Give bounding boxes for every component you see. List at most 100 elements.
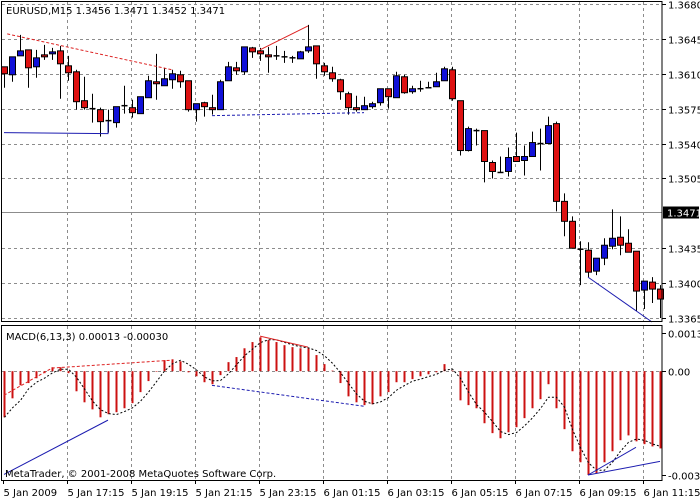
candle-bull	[113, 106, 120, 124]
candle-bull	[225, 66, 232, 82]
time-tick-label: 6 Jan 11:15	[644, 488, 700, 499]
candle-bull	[529, 142, 536, 158]
candle-bear	[649, 281, 656, 290]
candle-bull	[9, 56, 16, 76]
candle-bear	[489, 161, 496, 172]
current-price-marker	[663, 206, 699, 219]
candle-bear	[65, 65, 72, 74]
macd-histogram	[3, 337, 662, 475]
macd-trendline[interactable]	[587, 460, 661, 476]
candle-bull	[305, 46, 312, 52]
candle-bear	[185, 80, 192, 111]
candle-bear	[209, 107, 216, 111]
candlesticks	[1, 24, 664, 318]
macd-panel-frame	[1, 325, 663, 481]
macd-header: MACD(6,13,3) 0.00013 -0.00030	[6, 332, 168, 343]
candle-bull	[49, 51, 56, 55]
candle-bull	[433, 81, 440, 88]
candle-bull	[609, 237, 616, 247]
price-tick-label: 1.3540	[668, 141, 700, 152]
macd-tick-label: -0.00367	[668, 472, 700, 483]
candle-bull	[169, 73, 176, 81]
candle-bear	[449, 69, 456, 100]
candle-bull	[145, 80, 152, 99]
candle-bear	[321, 65, 328, 73]
candle-bear	[345, 93, 352, 109]
price-tick-label: 1.3575	[668, 106, 700, 117]
price-trendline[interactable]	[587, 276, 653, 323]
candle-bull	[17, 50, 24, 57]
copyright: MetaTrader, © 2001-2008 MetaQuotes Softw…	[5, 469, 276, 480]
candle-bear	[625, 242, 632, 253]
candle-bear	[41, 54, 48, 58]
current-price-label: 1.3471	[667, 209, 700, 220]
price-trendline[interactable]	[259, 25, 309, 51]
price-trendlines[interactable]	[3, 25, 653, 323]
time-tick-label: 6 Jan 01:15	[324, 488, 381, 499]
macd-grid	[2, 326, 662, 480]
candle-bear	[617, 236, 624, 246]
macd-trendline[interactable]	[259, 335, 309, 348]
macd-tick-label: 0.00	[668, 368, 690, 379]
candle-bear	[233, 67, 240, 72]
price-tick-label: 1.3400	[668, 280, 700, 291]
candle-bull	[361, 105, 368, 111]
price-tick-label: 1.3365	[668, 315, 700, 326]
time-tick-label: 5 Jan 19:15	[132, 488, 189, 499]
candle-bull	[369, 103, 376, 108]
candle-bear	[457, 100, 464, 152]
candle-bear	[57, 50, 64, 65]
candle-bear	[257, 50, 264, 55]
candle-bear	[329, 72, 336, 80]
macd-trendline[interactable]	[211, 384, 365, 407]
macd-trendline[interactable]	[3, 359, 173, 396]
time-tick-label: 6 Jan 07:15	[516, 488, 573, 499]
price-grid	[2, 2, 662, 321]
candle-bull	[241, 46, 248, 73]
candle-bear	[561, 200, 568, 222]
candle-bear	[73, 71, 80, 103]
macd-signal-line	[4, 339, 661, 471]
time-tick-label: 5 Jan 21:15	[196, 488, 253, 499]
candle-bear	[401, 76, 408, 94]
candle-bear	[249, 47, 256, 53]
price-tick-label: 1.3610	[668, 71, 700, 82]
time-tick-label: 5 Jan 23:15	[260, 488, 317, 499]
time-tick-label: 6 Jan 03:15	[388, 488, 445, 499]
candle-bull	[601, 244, 608, 259]
price-tick-label: 1.3435	[668, 245, 700, 256]
time-tick-label: 5 Jan 2009	[4, 488, 58, 499]
macd-tick-label: 0.00135	[668, 330, 700, 341]
candle-bear	[265, 54, 272, 58]
candle-bull	[393, 75, 400, 99]
candle-bull	[641, 280, 648, 291]
candle-bear	[177, 74, 184, 83]
macd-trendlines[interactable]	[3, 335, 661, 476]
candle-bear	[569, 220, 576, 249]
price-tick-label: 1.3680	[668, 1, 700, 12]
price-trendline[interactable]	[3, 121, 109, 135]
candle-bull	[593, 257, 600, 272]
candle-bull	[161, 78, 168, 87]
macd-trendline[interactable]	[3, 419, 109, 475]
candle-bull	[505, 157, 512, 172]
candle-bear	[313, 45, 320, 65]
candle-bear	[481, 130, 488, 162]
candle-bear	[385, 88, 392, 98]
candle-bear	[353, 107, 360, 111]
candle-bear	[129, 107, 136, 114]
symbol-header: EURUSD,M15 1.3456 1.3471 1.3452 1.3471	[6, 6, 225, 17]
candle-bull	[409, 88, 416, 93]
candle-bear	[585, 249, 592, 273]
candle-bull	[193, 103, 200, 111]
price-trendline[interactable]	[211, 112, 365, 117]
macd-trendline[interactable]	[587, 446, 637, 476]
price-tick-label: 1.3505	[668, 175, 700, 186]
candle-bear	[633, 250, 640, 292]
candle-bull	[217, 81, 224, 111]
candle-bear	[201, 102, 208, 108]
price-trendline[interactable]	[7, 33, 173, 71]
